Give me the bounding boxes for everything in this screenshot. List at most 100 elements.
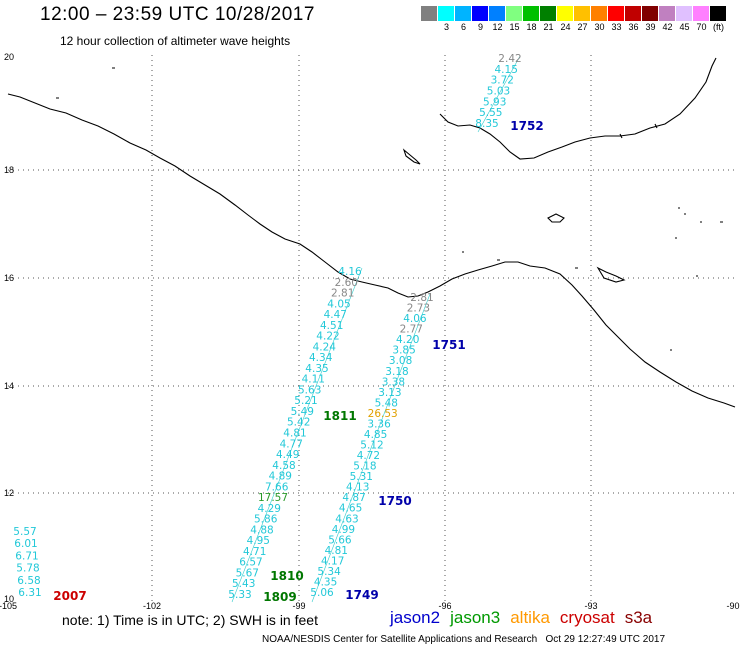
wave-height-value: 6.58 bbox=[17, 575, 40, 587]
wave-height-value: 5.48 bbox=[375, 397, 398, 409]
wave-height-value: 5.49 bbox=[291, 406, 314, 418]
colorbar-swatch bbox=[489, 6, 506, 21]
latitude-tick-label: 10 bbox=[4, 594, 14, 604]
wave-height-value: 4.34 bbox=[309, 352, 333, 364]
wave-height-value: 5.18 bbox=[353, 461, 376, 473]
colorbar-label: 3 bbox=[443, 22, 449, 32]
wave-height-value: 4.22 bbox=[316, 331, 339, 343]
colorbar-swatch bbox=[710, 6, 727, 21]
wave-height-value: 5.34 bbox=[317, 566, 341, 578]
wave-height-value: 4.05 bbox=[327, 298, 350, 310]
colorbar-swatch bbox=[625, 6, 642, 21]
colorbar bbox=[421, 6, 727, 21]
wave-height-value: 4.81 bbox=[325, 545, 348, 557]
wave-height-value: 5.55 bbox=[479, 107, 502, 119]
colorbar-labels: 3 6 9 12 15 18 21 24 27 30 33 36 39 42 45 70 (ft) bbox=[421, 22, 727, 32]
wave-height-value: 4.88 bbox=[250, 524, 273, 536]
wave-height-value: 4.72 bbox=[357, 450, 380, 462]
wave-height-value: 4.95 bbox=[247, 535, 270, 547]
wave-height-value: 4.65 bbox=[339, 503, 362, 515]
wave-height-value: 4.58 bbox=[272, 460, 295, 472]
wave-height-value: 4.77 bbox=[280, 438, 303, 450]
legend-altika: altika bbox=[510, 608, 550, 627]
wave-height-value: 5.57 bbox=[13, 526, 36, 538]
wave-height-value: 2.81 bbox=[331, 288, 354, 300]
satellite-ground-tracks bbox=[231, 55, 521, 603]
wave-height-value: 4.99 bbox=[332, 524, 355, 536]
wave-height-value: 3.13 bbox=[378, 387, 401, 399]
wave-height-value: 2.73 bbox=[407, 303, 430, 315]
latitude-tick-label: 14 bbox=[4, 381, 14, 391]
credit-line: NOAA/NESDIS Center for Satellite Applica… bbox=[262, 634, 665, 645]
pass-time-label: 1809 bbox=[263, 590, 296, 604]
wave-height-value: 4.17 bbox=[321, 555, 344, 567]
wave-height-value: 2.77 bbox=[400, 324, 423, 336]
map-subtitle: 12 hour collection of altimeter wave hei… bbox=[60, 34, 291, 48]
wave-height-value: 4.35 bbox=[305, 363, 328, 375]
wave-height-value: 4.24 bbox=[313, 341, 337, 353]
legend-cryosat: cryosat bbox=[559, 608, 615, 627]
colorbar-label: 21 bbox=[543, 22, 554, 32]
ground-track-line bbox=[231, 267, 363, 603]
pass-time-label: 1749 bbox=[345, 588, 378, 602]
wave-height-value: 4.49 bbox=[276, 449, 299, 461]
map-title: 12:00 – 23:59 UTC 10/28/2017 bbox=[40, 4, 315, 25]
footnote: note: 1) Time is in UTC; 2) SWH is in fe… bbox=[62, 612, 318, 628]
wave-height-value: 5.66 bbox=[328, 534, 352, 546]
wave-height-value: 3.85 bbox=[392, 345, 415, 357]
longitude-labels: -105 -102 -99 -96 -93 -90 bbox=[0, 601, 740, 611]
colorbar-label: 6 bbox=[460, 22, 466, 32]
longitude-tick-label: -105 bbox=[0, 601, 17, 611]
colorbar-swatch bbox=[591, 6, 608, 21]
ground-track-line bbox=[477, 55, 521, 133]
wave-height-value: 2.60 bbox=[335, 277, 358, 289]
wave-height-value: 7.66 bbox=[265, 481, 289, 493]
wave-height-value: 4.71 bbox=[243, 546, 266, 558]
pass-time-label: 1750 bbox=[378, 494, 411, 508]
colorbar-label: (ft) bbox=[713, 22, 724, 32]
wave-height-value: 6.01 bbox=[14, 538, 37, 550]
colorbar-swatch bbox=[540, 6, 557, 21]
longitude-tick-label: -99 bbox=[292, 601, 305, 611]
colorbar-swatch bbox=[642, 6, 659, 21]
pass-time-labels: 1752 1751 1811 1750 1810 1809 1749 2007 bbox=[53, 119, 543, 604]
colorbar-label: 24 bbox=[560, 22, 571, 32]
colorbar-label: 30 bbox=[594, 22, 605, 32]
wave-height-value: 4.20 bbox=[396, 334, 419, 346]
coastline bbox=[7, 57, 736, 408]
wave-height-value: 6.57 bbox=[239, 557, 262, 569]
colorbar-label: 39 bbox=[645, 22, 656, 32]
wave-height-value: 2.81 bbox=[410, 292, 433, 304]
wave-height-value: 4.16 bbox=[338, 266, 362, 278]
wave-height-value: 3.18 bbox=[385, 366, 408, 378]
colorbar-swatch bbox=[472, 6, 489, 21]
colorbar-swatch bbox=[421, 6, 438, 21]
wave-height-value: 5.93 bbox=[483, 96, 506, 108]
colorbar-swatch bbox=[557, 6, 574, 21]
legend-jason3: jason3 bbox=[450, 608, 501, 627]
pass-time-label: 1752 bbox=[510, 119, 543, 133]
graticule bbox=[8, 55, 735, 602]
colorbar-swatch bbox=[574, 6, 591, 21]
colorbar-swatch bbox=[455, 6, 472, 21]
wave-height-value: 5.03 bbox=[487, 86, 510, 98]
colorbar-label: 18 bbox=[526, 22, 537, 32]
longitude-tick-label: -96 bbox=[438, 601, 451, 611]
pass-time-label: 2007 bbox=[53, 589, 86, 603]
colorbar-label: 9 bbox=[477, 22, 483, 32]
wave-height-value: 4.63 bbox=[335, 513, 358, 525]
wave-height-value: 5.78 bbox=[16, 563, 39, 575]
colorbar-swatch bbox=[659, 6, 676, 21]
wave-height-value: 5.06 bbox=[310, 587, 334, 599]
satellite-legend: jason2 jason3 altika cryosat s3a bbox=[390, 608, 662, 628]
colorbar-swatch bbox=[523, 6, 540, 21]
colorbar-label: 36 bbox=[628, 22, 639, 32]
wave-height-values: 2.424.153.725.035.935.558.354.162.602.81… bbox=[13, 53, 521, 601]
wave-height-value: 3.72 bbox=[491, 75, 514, 87]
colorbar-label: 70 bbox=[696, 22, 707, 32]
wave-height-value: 4.87 bbox=[342, 492, 365, 504]
wave-height-value: 5.31 bbox=[350, 471, 373, 483]
wave-height-value: 3.08 bbox=[389, 355, 412, 367]
colorbar-label: 42 bbox=[662, 22, 673, 32]
wave-height-value: 5.86 bbox=[254, 514, 278, 526]
